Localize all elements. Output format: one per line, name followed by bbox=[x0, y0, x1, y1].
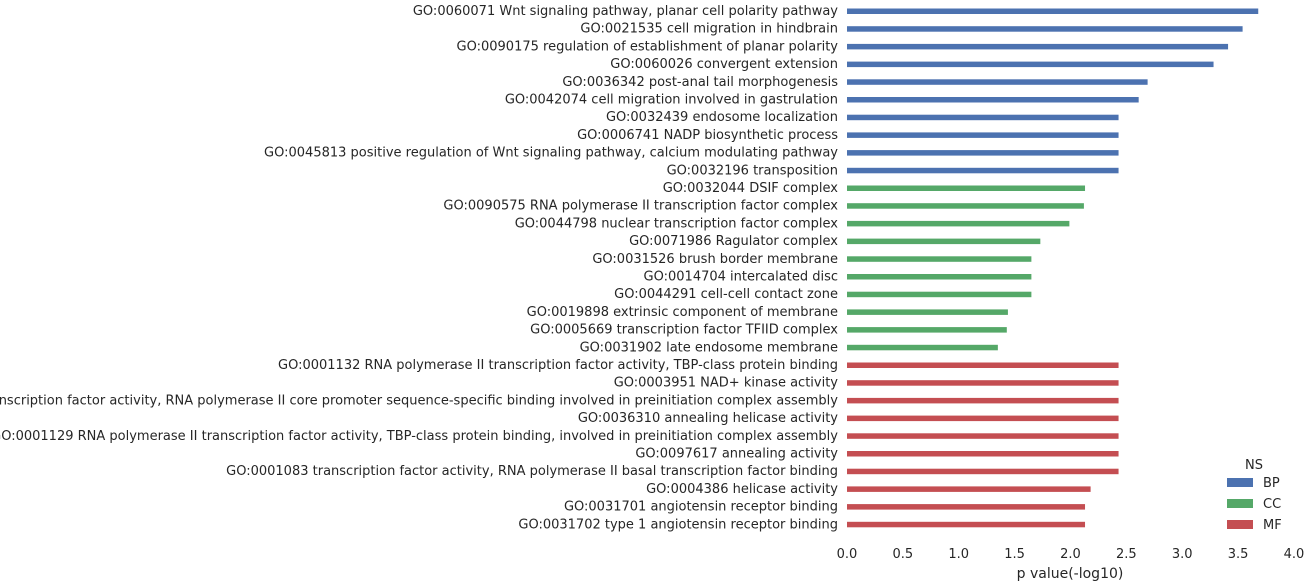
x-tick-label: 0.0 bbox=[837, 547, 858, 562]
category-label: GO:0005669 transcription factor TFIID co… bbox=[530, 323, 838, 338]
category-label: GO:0044291 cell-cell contact zone bbox=[614, 287, 838, 302]
legend-swatch-bp bbox=[1227, 478, 1253, 487]
bar-bp-2 bbox=[847, 26, 1243, 32]
bar-mf-23 bbox=[847, 397, 1119, 404]
category-label: GO:0097617 annealing activity bbox=[635, 447, 838, 462]
bar-cc-12 bbox=[847, 203, 1084, 209]
x-axis: 0.0 0.5 1.0 1.5 2.0 2.5 3.0 3.5 4.0 bbox=[837, 547, 1305, 562]
bar-mf-29 bbox=[847, 504, 1086, 510]
category-labels: GO:0060071 Wnt signaling pathway, planar… bbox=[0, 4, 838, 532]
category-label: GO:0032439 endosome localization bbox=[606, 110, 838, 125]
category-label: GO:0031701 angiotensin receptor binding bbox=[564, 500, 838, 515]
bar-bp-7 bbox=[847, 114, 1119, 121]
x-tick-label: 2.5 bbox=[1116, 547, 1137, 562]
legend-title: NS bbox=[1245, 458, 1263, 473]
category-label: GO:0090175 regulation of establishment o… bbox=[457, 39, 839, 54]
category-label: GO:0060026 convergent extension bbox=[610, 57, 838, 72]
bars-layer bbox=[847, 8, 1259, 528]
bar-bp-4 bbox=[847, 61, 1214, 68]
bar-cc-17 bbox=[847, 291, 1032, 298]
category-label: GO:0042074 cell migration involved in ga… bbox=[505, 93, 838, 108]
category-label: GO:0006741 NADP biosynthetic process bbox=[577, 128, 838, 143]
bar-bp-10 bbox=[847, 167, 1119, 174]
category-label: GO:0014704 intercalated disc bbox=[644, 270, 838, 285]
legend-label-cc: CC bbox=[1263, 497, 1281, 512]
category-label: GO:0001075 transcription factor activity… bbox=[0, 393, 838, 408]
category-label: GO:0003951 NAD+ kinase activity bbox=[614, 376, 839, 391]
x-tick-label: 1.0 bbox=[948, 547, 969, 562]
bar-cc-18 bbox=[847, 309, 1008, 315]
bar-cc-13 bbox=[847, 220, 1070, 227]
category-label: GO:0001129 RNA polymerase II transcripti… bbox=[0, 429, 838, 444]
bar-bp-8 bbox=[847, 132, 1119, 138]
category-label: GO:0060071 Wnt signaling pathway, planar… bbox=[413, 4, 838, 19]
bar-mf-21 bbox=[847, 362, 1119, 368]
x-axis-title: p value(-log10) bbox=[1017, 566, 1124, 582]
x-tick-label: 3.5 bbox=[1228, 547, 1249, 562]
bar-mf-30 bbox=[847, 521, 1086, 528]
category-label: GO:0001132 RNA polymerase II transcripti… bbox=[278, 358, 838, 373]
bar-cc-20 bbox=[847, 344, 998, 351]
bar-cc-14 bbox=[847, 238, 1041, 245]
bar-mf-24 bbox=[847, 415, 1119, 422]
category-label: GO:0036342 post-anal tail morphogenesis bbox=[562, 75, 838, 90]
x-tick-label: 0.5 bbox=[893, 547, 914, 562]
bar-bp-6 bbox=[847, 97, 1139, 103]
bar-cc-16 bbox=[847, 274, 1032, 280]
category-label: GO:0071986 Ragulator complex bbox=[629, 234, 838, 249]
category-label: GO:0045813 positive regulation of Wnt si… bbox=[264, 146, 838, 161]
category-label: GO:0032044 DSIF complex bbox=[663, 181, 839, 196]
category-label: GO:0031902 late endosome membrane bbox=[580, 340, 838, 355]
category-label: GO:0019898 extrinsic component of membra… bbox=[527, 305, 838, 320]
category-label: GO:0004386 helicase activity bbox=[646, 482, 838, 497]
bar-cc-19 bbox=[847, 327, 1007, 333]
x-tick-label: 4.0 bbox=[1284, 547, 1305, 562]
bar-mf-25 bbox=[847, 433, 1119, 439]
legend-swatch-cc bbox=[1227, 499, 1253, 508]
category-label: GO:0036310 annealing helicase activity bbox=[578, 411, 838, 426]
bar-cc-15 bbox=[847, 256, 1032, 262]
x-tick-label: 2.0 bbox=[1060, 547, 1081, 562]
x-tick-label: 3.0 bbox=[1172, 547, 1193, 562]
category-label: GO:0044798 nuclear transcription factor … bbox=[515, 216, 839, 231]
bar-mf-28 bbox=[847, 486, 1091, 492]
bar-bp-1 bbox=[847, 8, 1259, 14]
bar-cc-11 bbox=[847, 185, 1086, 191]
bar-mf-22 bbox=[847, 380, 1119, 386]
bar-bp-5 bbox=[847, 79, 1148, 85]
category-label: GO:0001083 transcription factor activity… bbox=[226, 464, 838, 479]
category-label: GO:0021535 cell migration in hindbrain bbox=[580, 22, 838, 37]
x-tick-label: 1.5 bbox=[1004, 547, 1025, 562]
category-label: GO:0031702 type 1 angiotensin receptor b… bbox=[518, 517, 838, 532]
legend: NS BP CC MF bbox=[1227, 458, 1282, 533]
legend-label-mf: MF bbox=[1263, 518, 1282, 533]
category-label: GO:0031526 brush border membrane bbox=[592, 252, 838, 267]
bar-bp-3 bbox=[847, 43, 1229, 50]
category-label: GO:0032196 transposition bbox=[667, 163, 838, 178]
bar-bp-9 bbox=[847, 150, 1119, 156]
bar-mf-27 bbox=[847, 468, 1119, 475]
legend-label-bp: BP bbox=[1263, 476, 1280, 491]
legend-swatch-mf bbox=[1227, 520, 1253, 529]
bar-mf-26 bbox=[847, 451, 1119, 457]
category-label: GO:0090575 RNA polymerase II transcripti… bbox=[443, 199, 838, 214]
